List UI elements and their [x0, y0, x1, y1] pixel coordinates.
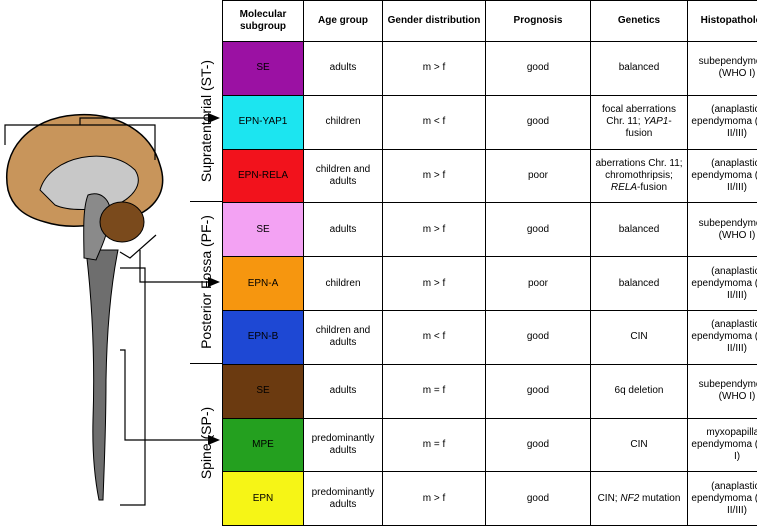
subgroup-cell: EPN [223, 472, 304, 526]
table-cell: good [486, 310, 591, 364]
subgroup-cell: SE [223, 42, 304, 96]
subgroup-cell: EPN-B [223, 310, 304, 364]
section-label: Supratentorial (ST-) [190, 40, 222, 201]
table-cell: aberrations Chr. 11; chromothripsis; REL… [591, 149, 688, 203]
subgroup-cell: EPN-A [223, 257, 304, 311]
table-cell: CIN; NF2 mutation [591, 472, 688, 526]
table-cell: children [304, 95, 383, 149]
text-run: NF2 [620, 493, 639, 504]
table-cell: subependymoma (WHO I) [688, 42, 757, 96]
table-cell: m < f [383, 310, 486, 364]
section-label-text: Spine (SP-) [198, 407, 214, 479]
table-cell: children and adults [304, 310, 383, 364]
table-cell: balanced [591, 203, 688, 257]
section-divider [190, 201, 222, 202]
table-cell: adults [304, 42, 383, 96]
table-cell: adults [304, 364, 383, 418]
table-cell: m > f [383, 472, 486, 526]
table-cell: m = f [383, 364, 486, 418]
table-cell: (anaplastic) ependymoma (WHO II/III) [688, 472, 757, 526]
table-cell: adults [304, 203, 383, 257]
subgroup-cell: MPE [223, 418, 304, 472]
table-cell: m < f [383, 95, 486, 149]
table-cell: (anaplastic) ependymoma (WHO II/III) [688, 257, 757, 311]
table-cell: good [486, 42, 591, 96]
cerebellum [100, 202, 144, 242]
table-cell: CIN [591, 418, 688, 472]
header-cell: Genetics [591, 1, 688, 42]
table-cell: 6q deletion [591, 364, 688, 418]
table-cell: m > f [383, 203, 486, 257]
table-cell: (anaplastic) ependymoma (WHO II/III) [688, 149, 757, 203]
table-cell: balanced [591, 42, 688, 96]
subgroup-cell: EPN-RELA [223, 149, 304, 203]
table-cell: predominantly adults [304, 472, 383, 526]
section-label: Posterior Fossa (PF-) [190, 201, 222, 362]
table-cell: poor [486, 149, 591, 203]
spinal-cord [86, 250, 118, 500]
section-divider [190, 363, 222, 364]
header-cell: Gender distribution [383, 1, 486, 42]
table-cell: good [486, 95, 591, 149]
section-label-text: Posterior Fossa (PF-) [198, 215, 214, 349]
table-cell: good [486, 472, 591, 526]
header-cell: Age group [304, 1, 383, 42]
text-run: -fusion [637, 182, 667, 193]
table-cell: m > f [383, 257, 486, 311]
table-cell: poor [486, 257, 591, 311]
subgroup-cell: EPN-YAP1 [223, 95, 304, 149]
table-cell: m > f [383, 42, 486, 96]
table-cell: children [304, 257, 383, 311]
table-cell: myxopapillary ependymoma (WHO I) [688, 418, 757, 472]
anatomy-illustration [0, 0, 222, 524]
table-cell: (anaplastic) ependymoma (WHO II/III) [688, 310, 757, 364]
table-cell: m > f [383, 149, 486, 203]
table-cell: good [486, 203, 591, 257]
table-cell: good [486, 418, 591, 472]
header-cell: Molecular subgroup [223, 1, 304, 42]
table-cell: (anaplastic) ependymoma (WHO II/III) [688, 95, 757, 149]
section-label: Spine (SP-) [190, 363, 222, 524]
table-cell: good [486, 364, 591, 418]
subgroup-cell: SE [223, 364, 304, 418]
table-cell: children and adults [304, 149, 383, 203]
text-run: mutation [639, 493, 680, 504]
header-cell: Prognosis [486, 1, 591, 42]
text-run: aberrations Chr. 11; chromothripsis; [595, 158, 685, 181]
section-label-text: Supratentorial (ST-) [198, 60, 214, 182]
text-run: CIN; [598, 493, 621, 504]
table-cell: predominantly adults [304, 418, 383, 472]
table-cell: CIN [591, 310, 688, 364]
table-cell: focal aberrations Chr. 11; YAP1-fusion [591, 95, 688, 149]
header-cell: Histopathology [688, 1, 757, 42]
text-run: YAP1 [643, 116, 668, 127]
table-cell: subependymoma (WHO I) [688, 364, 757, 418]
text-run: RELA [611, 182, 637, 193]
table-cell: balanced [591, 257, 688, 311]
table-cell: m = f [383, 418, 486, 472]
table-cell: subependymoma (WHO I) [688, 203, 757, 257]
subgroup-cell: SE [223, 203, 304, 257]
